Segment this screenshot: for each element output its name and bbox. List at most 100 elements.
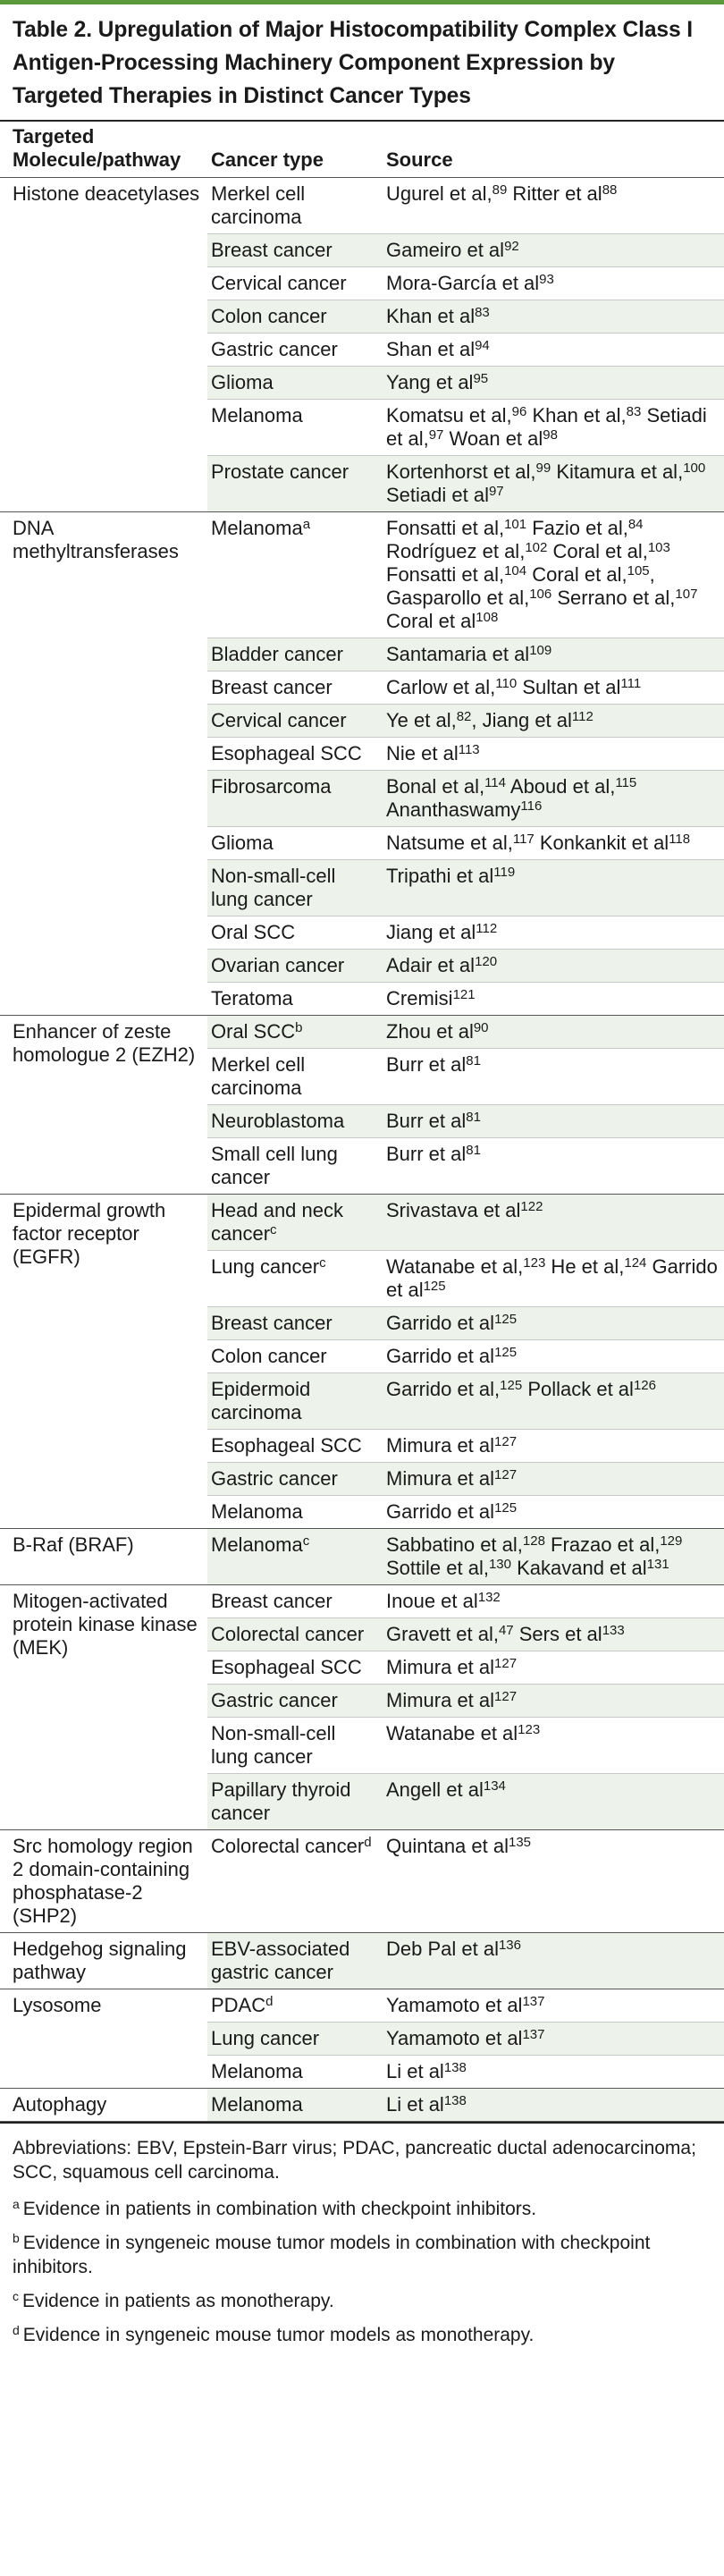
reference-number: 138 (443, 2060, 467, 2075)
reference-number: 83 (475, 305, 490, 320)
table-row: Hedgehog signaling pathway EBV-associated… (0, 1932, 724, 1989)
citation-text: , Gasparollo et al, (386, 563, 661, 609)
cancer-type-text: Papillary thyroid cancer (211, 1778, 351, 1824)
citation-text: Ananthaswamy (386, 775, 642, 821)
citation-text: Watanabe et al, (386, 1255, 524, 1278)
table-row: Cervical cancer Ye et al,82, Jiang et al1… (0, 704, 724, 738)
cancer-type-text: Merkel cell carcinoma (211, 182, 306, 228)
cancer-type-text: Gastric cancer (211, 338, 338, 360)
table-row: B-Raf (BRAF) Melanomac Sabbatino et al,128… (0, 1528, 724, 1585)
citation-text: Zhou et al (386, 1020, 474, 1043)
reference-number: 113 (458, 742, 480, 757)
cancer-type-cell: Lung cancerc (207, 1250, 375, 1307)
reference-number: 125 (494, 1345, 518, 1360)
citation-text: Coral et al, (526, 563, 627, 586)
footnote: b Evidence in syngeneic mouse tumor model… (13, 2231, 710, 2279)
table-row: Oral SCC Jiang et al112 (0, 916, 724, 950)
cancer-type-text: Epidermoid carcinoma (211, 1378, 311, 1423)
citation-text: Nie et al (386, 742, 459, 764)
cancer-type-cell: Colon cancer (207, 300, 375, 334)
table-row: Glioma Yang et al95 (0, 366, 724, 400)
table-row: Esophageal SCC Nie et al113 (0, 737, 724, 771)
molecule-cell: Autophagy (0, 2088, 207, 2122)
table-header: Targeted Molecule/pathway Cancer type So… (0, 120, 724, 178)
citation-text: Fonsatti et al, (386, 517, 505, 539)
reference-number: 81 (466, 1143, 481, 1158)
table-row: Gastric cancer Shan et al94 (0, 333, 724, 367)
molecule-cell: Enhancer of zeste homologue 2 (EZH2) (0, 1015, 207, 1195)
reference-number: 81 (466, 1110, 481, 1125)
citation-text: Ritter et al (507, 182, 602, 205)
citation-text: Jiang et al (386, 921, 476, 943)
cancer-type-cell: Prostate cancer (207, 455, 375, 512)
citation-text: Watanabe et al (386, 1722, 518, 1744)
header-source: Source (375, 120, 724, 178)
citation-text: He et al, (545, 1255, 625, 1278)
citation-text: Garrido et al (386, 1345, 495, 1367)
reference-number: 90 (473, 1020, 489, 1035)
citation-text: Natsume et al, (386, 832, 513, 854)
reference-number: 81 (466, 1053, 481, 1068)
footnote-mark: b (13, 2231, 20, 2245)
cancer-type-cell: Ovarian cancer (207, 949, 375, 983)
footnote-marker: b (295, 1020, 303, 1035)
citation-text: Setiadi et al (386, 460, 711, 506)
cancer-type-cell: Gastric cancer (207, 1684, 375, 1718)
cancer-type-cell: Head and neck cancerc (207, 1194, 375, 1251)
footnote-text: Evidence in patients in combination with… (22, 2199, 537, 2219)
source-cell: Burr et al81 (375, 1137, 724, 1195)
reference-number: 96 (511, 404, 527, 419)
footnote-text: Evidence in patients as monotherapy. (22, 2291, 334, 2311)
cancer-type-text: Small cell lung cancer (211, 1143, 338, 1188)
source-cell: Adair et al120 (375, 949, 724, 983)
cancer-type-cell: Small cell lung cancer (207, 1137, 375, 1195)
table-row: Merkel cell carcinoma Burr et al81 (0, 1048, 724, 1105)
citation-text: Quintana et al (386, 1835, 509, 1857)
citation-text: Rodríguez et al, (386, 517, 649, 562)
reference-number: 125 (494, 1312, 518, 1327)
table-row: Glioma Natsume et al,117 Konkankit et al1… (0, 826, 724, 860)
reference-number: 108 (476, 610, 499, 625)
source-cell: Santamaria et al109 (375, 638, 724, 671)
cancer-type-text: Lung cancer (211, 1255, 320, 1278)
citation-text: Mimura et al (386, 1656, 495, 1678)
cancer-type-text: Melanoma (211, 404, 303, 427)
source-cell: Garrido et al125 (375, 1306, 724, 1340)
reference-number: 134 (483, 1778, 506, 1794)
cancer-type-text: Esophageal SCC (211, 1656, 362, 1678)
table-row: Melanoma Li et al138 (0, 2055, 724, 2089)
reference-number: 89 (492, 182, 508, 198)
citation-text: Inoue et al (386, 1590, 478, 1612)
cancer-type-text: Melanoma (211, 1533, 303, 1556)
table-row: Non-small-cell lung cancer Watanabe et al… (0, 1717, 724, 1774)
cancer-type-cell: Cervical cancer (207, 266, 375, 300)
cancer-type-text: Breast cancer (211, 1312, 333, 1334)
reference-number: 132 (477, 1590, 501, 1605)
source-cell: Komatsu et al,96 Khan et al,83 Setiadi e… (375, 399, 724, 456)
reference-number: 123 (518, 1722, 541, 1737)
citation-text: Garrido et al (386, 1312, 495, 1334)
reference-number: 102 (525, 540, 548, 555)
source-cell: Sabbatino et al,128 Frazao et al,129 Sot… (375, 1528, 724, 1585)
cancer-type-cell: Bladder cancer (207, 638, 375, 671)
footnote-text: Evidence in syngeneic mouse tumor models… (13, 2233, 651, 2277)
cancer-type-text: Colorectal cancer (211, 1835, 365, 1857)
reference-number: 122 (520, 1199, 543, 1214)
table-row: Melanoma Komatsu et al,96 Khan et al,83 S… (0, 399, 724, 456)
cancer-type-text: Esophageal SCC (211, 1434, 362, 1457)
citation-text: Gravett et al, (386, 1623, 499, 1645)
cancer-type-cell: Merkel cell carcinoma (207, 1048, 375, 1105)
reference-number: 129 (660, 1533, 683, 1549)
citation-text: Burr et al (386, 1110, 467, 1132)
cancer-type-cell: Melanoma (207, 2055, 375, 2089)
footnote-marker: c (319, 1255, 326, 1271)
reference-number: 131 (646, 1557, 669, 1572)
cancer-type-text: Cervical cancer (211, 709, 347, 731)
reference-number: 106 (529, 587, 552, 602)
source-cell: Carlow et al,110 Sultan et al111 (375, 671, 724, 705)
header-cancer-type: Cancer type (207, 120, 375, 178)
cancer-type-text: Colon cancer (211, 1345, 327, 1367)
cancer-type-cell: Teratoma (207, 982, 375, 1016)
cancer-type-text: Melanoma (211, 2060, 303, 2082)
citation-text: , Jiang et al (471, 709, 572, 731)
